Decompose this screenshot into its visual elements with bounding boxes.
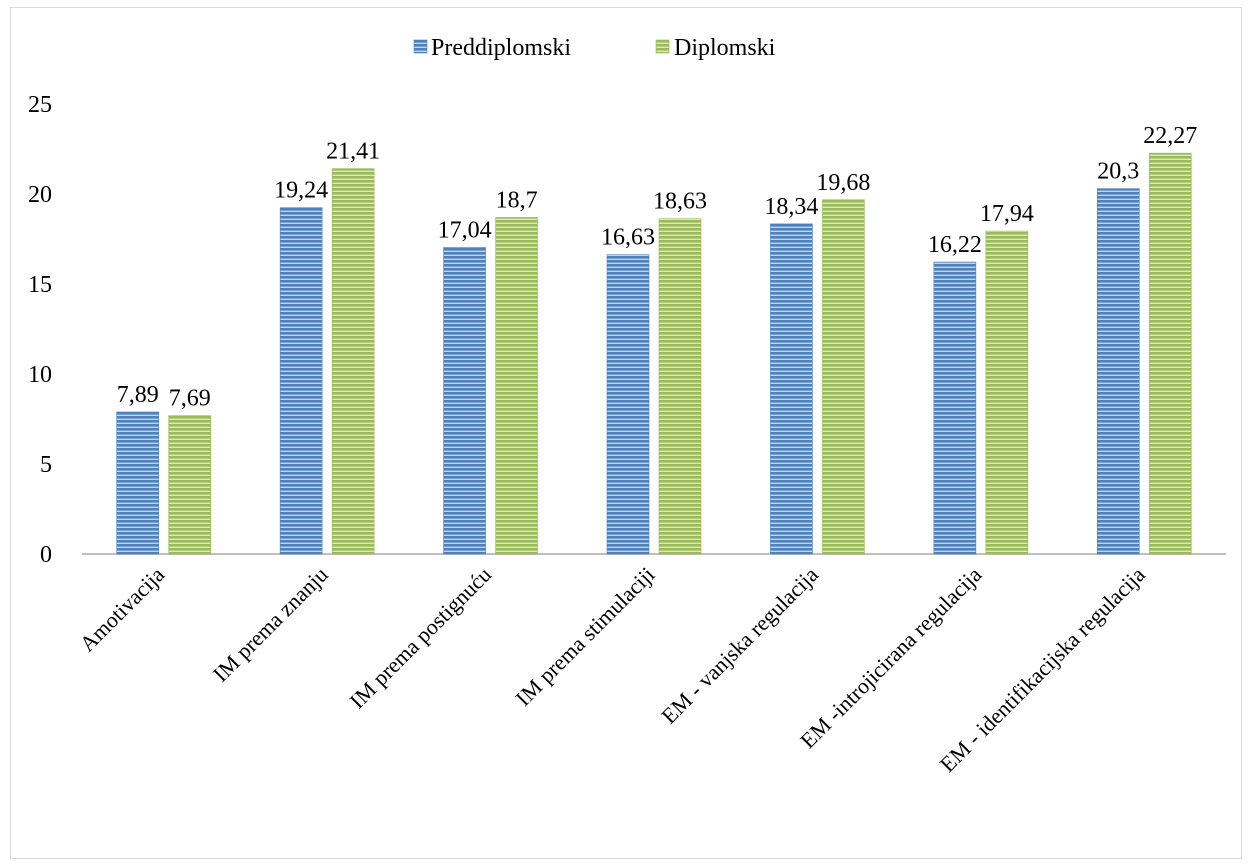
category-label: IM prema znanju: [208, 562, 333, 687]
y-tick-label: 20: [28, 182, 52, 208]
y-tick-label: 10: [28, 362, 52, 388]
bars: [116, 152, 1192, 555]
data-label: 21,41: [326, 139, 380, 165]
bar-diplomski: [495, 217, 538, 555]
legend-swatch: [655, 39, 670, 54]
bar-preddiplomski: [116, 411, 160, 555]
bar-preddiplomski: [443, 246, 486, 555]
data-label: 18,34: [764, 194, 818, 220]
bar-diplomski: [1148, 152, 1192, 555]
data-label: 19,68: [816, 170, 870, 196]
data-label: 19,24: [274, 178, 328, 204]
data-label: 20,3: [1097, 159, 1139, 185]
bar-diplomski: [168, 415, 212, 555]
y-tick-label: 5: [40, 452, 52, 478]
data-label: 16,22: [928, 232, 982, 258]
category-label: EM -introjicirana regulacija: [795, 562, 986, 753]
data-label: 22,27: [1143, 123, 1197, 149]
legend: Preddiplomski Diplomski: [413, 35, 776, 61]
legend-swatch: [413, 39, 428, 54]
data-label: 17,94: [980, 201, 1034, 227]
category-labels: Amotivacija IM prema znanju IM prema posti…: [75, 562, 1150, 777]
category-label: Amotivacija: [75, 562, 170, 657]
bar-diplomski: [658, 218, 702, 555]
bar-preddiplomski: [1096, 188, 1140, 555]
bar-diplomski: [331, 168, 375, 555]
y-tick-label: 25: [28, 92, 52, 118]
category-label: IM prema stimulaciji: [511, 562, 660, 711]
data-label: 17,04: [438, 217, 492, 243]
bar-diplomski: [985, 230, 1029, 555]
data-label: 18,63: [653, 189, 707, 215]
y-tick-label: 0: [40, 542, 52, 568]
bar-preddiplomski: [606, 254, 650, 555]
data-label: 7,89: [117, 382, 159, 408]
bar-preddiplomski: [770, 223, 813, 555]
category-label: IM prema postignuću: [344, 562, 496, 714]
bar-diplomski: [822, 199, 865, 555]
legend-label: Preddiplomski: [431, 35, 571, 61]
bar-preddiplomski: [279, 207, 323, 555]
category-label: EM - vanjska regulacija: [656, 562, 823, 729]
bar-preddiplomski: [933, 261, 977, 555]
data-label: 7,69: [169, 386, 211, 412]
data-label: 18,7: [496, 187, 538, 213]
axes: 0 5 10 15 20 25: [28, 92, 1226, 568]
data-label: 16,63: [601, 225, 655, 251]
y-tick-label: 15: [28, 272, 52, 298]
legend-label: Diplomski: [674, 35, 776, 61]
